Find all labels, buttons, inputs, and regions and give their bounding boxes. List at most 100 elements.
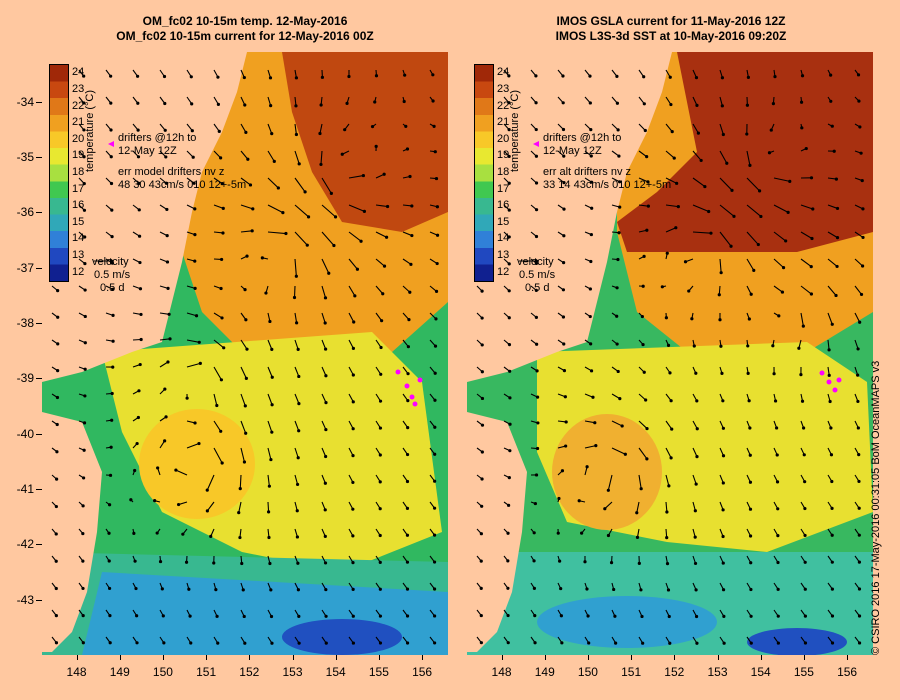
current-arrow-head bbox=[197, 441, 201, 446]
current-arrow-head bbox=[83, 261, 87, 266]
current-arrow-head bbox=[138, 260, 142, 265]
current-arrow bbox=[240, 177, 251, 186]
current-arrow-head bbox=[351, 480, 355, 485]
current-arrow-head bbox=[533, 641, 537, 645]
current-arrow-head bbox=[433, 150, 437, 154]
current-arrow-head bbox=[857, 587, 862, 591]
current-arrow-head bbox=[861, 235, 865, 240]
current-arrow-head bbox=[378, 587, 382, 591]
current-arrow-head bbox=[295, 509, 299, 513]
current-arrow-head bbox=[162, 641, 166, 645]
current-arrow bbox=[800, 312, 804, 327]
current-arrow-head bbox=[480, 343, 484, 347]
current-arrow-head bbox=[324, 401, 328, 405]
current-arrow bbox=[719, 123, 724, 135]
drifters-label: drifters @12h to bbox=[543, 132, 622, 144]
error-stats: err alt drifters nv z 33 14 43cm/s 010 1… bbox=[543, 166, 671, 192]
current-arrow-head bbox=[108, 614, 112, 618]
current-arrow-head bbox=[267, 535, 271, 540]
longitude-tick bbox=[249, 655, 251, 660]
current-arrow-head bbox=[111, 287, 115, 291]
current-arrow-head bbox=[406, 345, 410, 349]
current-arrow-head bbox=[81, 586, 85, 591]
current-arrow-head bbox=[166, 360, 170, 364]
current-arrow-head bbox=[703, 184, 707, 189]
current-arrow bbox=[186, 443, 200, 449]
tasmania bbox=[467, 412, 527, 652]
current-arrow-head bbox=[613, 614, 617, 618]
current-arrow-head bbox=[640, 614, 644, 619]
current-arrow-head bbox=[835, 264, 839, 269]
current-arrow-head bbox=[562, 181, 566, 185]
current-arrow-head bbox=[297, 641, 301, 645]
current-arrow-head bbox=[721, 481, 725, 485]
current-vector-field bbox=[476, 69, 865, 645]
current-arrow-head bbox=[506, 586, 510, 590]
current-arrow-head bbox=[777, 314, 781, 318]
longitude-tick bbox=[544, 655, 546, 660]
current-arrow-head bbox=[82, 74, 86, 78]
current-arrow-head bbox=[83, 314, 87, 319]
current-arrow bbox=[186, 339, 200, 343]
current-arrow-head bbox=[669, 456, 673, 460]
current-arrow-head bbox=[297, 614, 301, 619]
current-arrow-head bbox=[164, 415, 168, 419]
current-arrow-head bbox=[577, 499, 581, 503]
current-arrow-head bbox=[618, 205, 622, 209]
current-arrow-head bbox=[594, 444, 598, 448]
current-arrow-head bbox=[645, 426, 649, 431]
current-arrow bbox=[800, 231, 813, 239]
current-arrow-head bbox=[220, 461, 224, 465]
current-arrow-head bbox=[583, 560, 587, 564]
current-arrow-head bbox=[433, 452, 437, 456]
current-arrow-head bbox=[167, 312, 171, 316]
velocity-scale-arrow-icon bbox=[519, 258, 539, 264]
current-arrow-head bbox=[507, 316, 511, 320]
current-arrow-head bbox=[320, 75, 325, 79]
current-arrow-head bbox=[378, 560, 382, 564]
current-arrow-head bbox=[378, 426, 383, 430]
current-arrow-head bbox=[244, 130, 248, 134]
current-arrow-head bbox=[773, 74, 777, 79]
current-arrow-head bbox=[219, 156, 223, 160]
current-arrow-head bbox=[270, 375, 274, 379]
colorbar-tick-label: 20 bbox=[72, 132, 85, 145]
current-arrow-head bbox=[432, 587, 437, 591]
current-arrow-head bbox=[830, 641, 835, 645]
velocity-legend: velocity 0.5 m/s 0.5 d bbox=[92, 256, 130, 295]
current-arrow-head bbox=[534, 181, 539, 185]
current-arrow-head bbox=[797, 346, 801, 350]
current-arrow-head bbox=[164, 155, 168, 159]
current-arrow-head bbox=[269, 614, 274, 619]
current-arrow-head bbox=[434, 289, 439, 293]
current-arrow-head bbox=[639, 487, 643, 491]
current-arrow-head bbox=[269, 104, 273, 108]
current-arrow-head bbox=[646, 180, 650, 184]
longitude-tick-label: 150 bbox=[577, 665, 598, 679]
latitude-tick bbox=[36, 267, 42, 269]
current-arrow-head bbox=[162, 74, 167, 79]
current-arrow-head bbox=[532, 586, 536, 590]
colorbar-tick-label: 12 bbox=[497, 265, 510, 278]
current-arrow-head bbox=[721, 426, 725, 430]
current-arrow-head bbox=[129, 498, 133, 502]
current-arrow-head bbox=[111, 313, 115, 317]
current-arrow-head bbox=[590, 206, 594, 210]
current-arrow bbox=[239, 474, 242, 489]
velocity-time: 0.5 d bbox=[525, 282, 550, 294]
drifter-tracks bbox=[395, 369, 423, 407]
current-arrow-head bbox=[332, 243, 336, 248]
current-arrow-head bbox=[561, 101, 565, 105]
error-label: err model drifters nv z bbox=[118, 166, 225, 178]
current-arrow-head bbox=[109, 155, 113, 159]
temperature-colorbar bbox=[474, 64, 494, 282]
current-arrow bbox=[267, 150, 275, 162]
current-arrow-head bbox=[668, 75, 672, 79]
current-arrow-head bbox=[533, 613, 537, 618]
colorbar-tick-label: 16 bbox=[497, 199, 510, 212]
current-arrow bbox=[321, 285, 327, 298]
current-arrow bbox=[375, 258, 385, 267]
current-arrow-head bbox=[617, 154, 621, 158]
current-arrow-head bbox=[606, 488, 610, 492]
current-arrow-head bbox=[532, 531, 536, 535]
